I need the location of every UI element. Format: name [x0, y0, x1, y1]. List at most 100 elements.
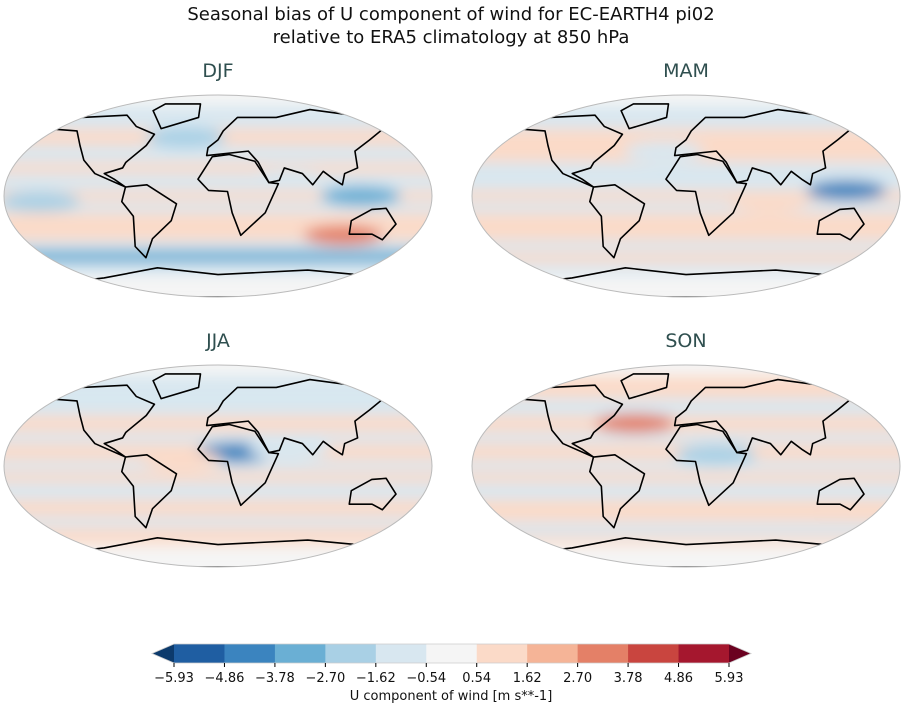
panel-title-son: SON — [665, 330, 707, 352]
panel-title-mam: MAM — [663, 60, 709, 82]
bias-anomaly — [806, 180, 887, 201]
coastline — [514, 384, 624, 458]
coastline — [152, 373, 202, 400]
map-border — [471, 364, 901, 568]
colorbar-tick-label: −4.86 — [204, 671, 245, 686]
map-panel-jja — [4, 365, 432, 567]
bias-band — [472, 240, 900, 253]
bias-band — [4, 516, 432, 528]
bias-band — [472, 201, 900, 213]
coastline — [665, 153, 748, 237]
map-border — [3, 94, 433, 298]
chart-title-line-1: Seasonal bias of U component of wind for… — [187, 4, 715, 25]
bias-band — [4, 460, 432, 472]
coastline — [816, 477, 865, 511]
coastline — [673, 378, 865, 456]
bias-band — [472, 522, 900, 536]
bias-band — [4, 263, 432, 275]
colorbar-extend-min — [152, 644, 174, 663]
colorbar-segment — [274, 644, 326, 663]
colorbar-segment — [426, 644, 478, 663]
coastline — [588, 183, 646, 259]
bias-anomaly — [320, 186, 401, 206]
colorbar-segment — [375, 644, 427, 663]
colorbar-segment — [325, 644, 377, 663]
bias-band — [472, 128, 900, 146]
coastline — [521, 537, 851, 567]
bias-band — [472, 162, 900, 174]
coastline — [673, 108, 865, 186]
coastline — [53, 537, 383, 567]
bias-band — [4, 190, 432, 202]
coastline — [588, 453, 646, 529]
colorbar-tick-label: −5.93 — [154, 671, 194, 686]
bias-band — [472, 190, 900, 202]
bias-band — [472, 252, 900, 264]
coastline — [620, 373, 670, 400]
colorbar-segment — [476, 644, 528, 663]
bias-anomaly — [4, 191, 80, 212]
bias-band — [4, 229, 432, 241]
bias-band — [4, 432, 432, 444]
coastline — [197, 153, 280, 237]
bias-band — [4, 398, 432, 416]
colorbar-tick-label: 1.62 — [512, 671, 542, 686]
coastline — [348, 477, 397, 511]
bias-band — [4, 162, 432, 174]
map-panel-djf — [4, 95, 432, 297]
coastline — [521, 267, 851, 297]
map-panel-son — [472, 365, 900, 567]
bias-anomaly — [248, 439, 329, 460]
map-panels — [3, 94, 901, 568]
coastline — [665, 423, 748, 507]
bias-band — [472, 229, 900, 241]
colorbar-segment — [224, 644, 276, 663]
colorbar-label: U component of wind [m s**-1] — [349, 689, 553, 704]
colorbar-segment — [678, 644, 730, 663]
colorbar-tick-label: 4.86 — [664, 671, 693, 686]
bias-band — [472, 471, 900, 483]
colorbar-segment — [527, 644, 579, 663]
bias-anomaly — [248, 169, 329, 190]
coastline — [205, 108, 397, 186]
bias-anomaly — [145, 127, 226, 148]
bias-band — [4, 249, 432, 264]
coastline — [120, 183, 178, 259]
coastline — [46, 114, 156, 188]
colorbar-tick-label: −2.70 — [305, 671, 346, 686]
map-border — [3, 364, 433, 568]
map-border — [471, 94, 901, 298]
coastline — [205, 378, 397, 456]
bias-band — [472, 482, 900, 500]
coastline — [514, 114, 624, 188]
bias-anomaly — [729, 191, 810, 212]
colorbar-tick-label: −3.78 — [254, 671, 295, 686]
coastline — [197, 423, 280, 507]
panel-title-djf: DJF — [202, 60, 234, 82]
coastline — [53, 267, 383, 297]
colorbar-tick-label: −0.54 — [406, 671, 447, 686]
bias-anomaly — [303, 225, 384, 246]
colorbar-tick-label: 2.70 — [563, 671, 593, 686]
panel-title-jja: JJA — [206, 330, 230, 352]
bias-anomaly — [595, 413, 676, 434]
bias-band — [472, 510, 900, 523]
colorbar-segment — [628, 644, 680, 663]
bias-band — [472, 535, 900, 545]
colorbar-tick-label: 3.78 — [613, 671, 643, 686]
bias-band — [4, 201, 432, 213]
bias-band — [472, 460, 900, 472]
coastline — [46, 384, 156, 458]
coastline — [620, 103, 670, 130]
colorbar-segment — [174, 644, 225, 663]
map-panel-mam — [472, 95, 900, 297]
colorbar-tick-label: 5.93 — [714, 671, 744, 686]
bias-band — [4, 240, 432, 250]
bias-band — [472, 499, 900, 511]
colorbar-segment — [577, 644, 629, 663]
colorbar-extend-max — [729, 644, 751, 663]
bias-band — [472, 398, 900, 416]
chart-title-line-2: relative to ERA5 climatology at 850 hPa — [272, 27, 630, 48]
bias-band — [472, 212, 900, 230]
